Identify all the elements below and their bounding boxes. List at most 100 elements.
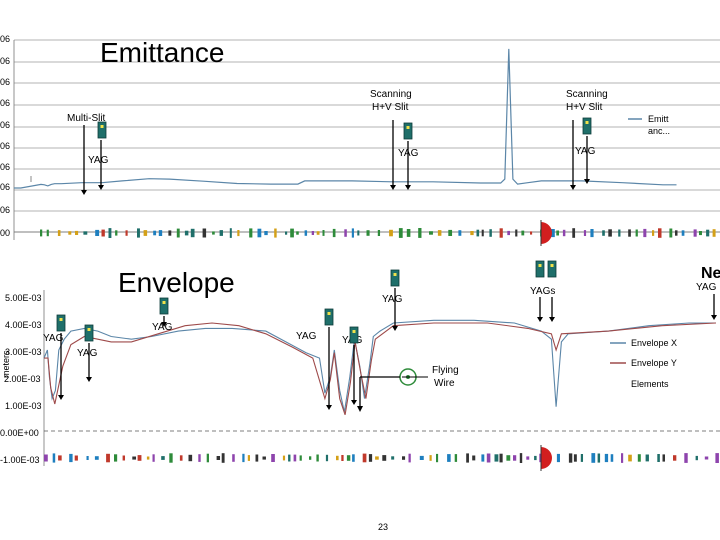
beamline-element [94, 456, 99, 460]
y-tick-label: 2.00E-03 [4, 374, 41, 384]
yag-icon [84, 324, 94, 342]
yag-arrow [86, 343, 92, 382]
beamline-element [351, 228, 354, 238]
beamline-element [44, 454, 48, 462]
beamline-element [526, 456, 530, 460]
beamline-element [375, 456, 379, 460]
arrow-head [86, 377, 92, 382]
beamline-element [242, 453, 245, 463]
beamline-element [69, 453, 73, 463]
emittance-series-line [14, 48, 677, 189]
beamline-element [448, 229, 453, 236]
beamline-element [179, 455, 183, 461]
beamline-element [643, 228, 647, 238]
beamline-element [658, 228, 662, 238]
beamline-element [489, 229, 492, 237]
beamline-element [695, 455, 698, 461]
beamline-element [86, 456, 89, 460]
beamline-element [106, 453, 110, 463]
beamline-element [382, 455, 387, 461]
beamline-element [46, 229, 49, 237]
yag-body [403, 122, 413, 140]
beamline-element [673, 455, 677, 461]
yag-arrow [351, 345, 357, 405]
beamline-element [408, 453, 411, 463]
beamline-element [143, 230, 148, 236]
arrow-head [357, 406, 363, 412]
beamline-element [418, 228, 422, 238]
beamline-element [715, 453, 719, 463]
yag-icon [535, 260, 545, 278]
beamline-element [556, 453, 560, 463]
beamline-element [247, 455, 251, 461]
beamline-element [521, 230, 525, 236]
annotation-label: YAG [152, 322, 173, 333]
beamline-element [316, 454, 319, 462]
beamline-element [316, 231, 320, 235]
beamline-element [346, 455, 351, 461]
annotation-label: Flying [432, 365, 459, 376]
beamline-element [169, 453, 173, 463]
beamline-element [57, 230, 61, 236]
beamline-element [332, 228, 336, 238]
beamline-element [507, 230, 510, 236]
beamline-element [597, 453, 601, 463]
beamline-element [237, 230, 240, 237]
beamline-element [568, 453, 573, 463]
annotation-label: Scanning [566, 89, 608, 100]
multi-slit-arrow [81, 125, 87, 195]
beamline-element [132, 456, 137, 460]
beamline-element [293, 454, 297, 462]
yag-window [393, 273, 397, 276]
yag-window [100, 125, 104, 128]
beamline-element [221, 453, 225, 463]
y-axis-label: meters [1, 350, 11, 378]
beamline-element [402, 456, 406, 460]
beamline-element [288, 454, 291, 462]
yag-window [550, 264, 554, 267]
beamline-element [296, 231, 299, 235]
y-tick-label: 4.00E-03 [5, 320, 42, 330]
yag-arrow [584, 136, 590, 184]
beamline-element [146, 456, 150, 460]
beamline-element [352, 454, 355, 462]
legend-label: Envelope Y [631, 358, 677, 368]
scanning-slit-arrow [390, 120, 396, 190]
beamline-element [466, 453, 469, 463]
beamline-element [513, 455, 517, 461]
arrow-head [326, 405, 332, 410]
beamline-element [591, 453, 596, 463]
scanning-slit-arrow [570, 120, 576, 190]
legend-label: anc... [648, 126, 670, 136]
envelope-y-line [44, 322, 717, 415]
legend-label: Emitt [648, 114, 669, 124]
yag-icon [582, 117, 592, 135]
beamline-element [262, 456, 266, 460]
red-half-circle [541, 447, 552, 469]
beamline-element [429, 231, 433, 235]
yag-arrow [392, 288, 398, 331]
beamline-element [693, 229, 697, 237]
beamline-element [206, 453, 209, 463]
beamline-element [556, 230, 559, 236]
beamline-element [336, 455, 339, 461]
yag-arrow [537, 297, 543, 322]
annotation-label: Wire [434, 378, 455, 389]
beamline-element [652, 230, 655, 236]
beamline-element [161, 456, 165, 460]
chart-title: Emittance [100, 37, 225, 68]
beamline-element [486, 453, 491, 463]
y-tick-label: 06 [0, 120, 10, 130]
arrow-head [537, 317, 543, 322]
yag-window [352, 330, 356, 333]
beamline-element [341, 455, 344, 461]
beamline-element [662, 454, 665, 462]
arrow-head [392, 326, 398, 331]
beamline-element [40, 229, 43, 237]
yag-body [535, 260, 545, 278]
beamline-element [481, 454, 485, 462]
arrow-head [570, 185, 576, 190]
beamline-element [681, 230, 685, 236]
yag-body [547, 260, 557, 278]
beamline-elements-strip [44, 453, 719, 463]
